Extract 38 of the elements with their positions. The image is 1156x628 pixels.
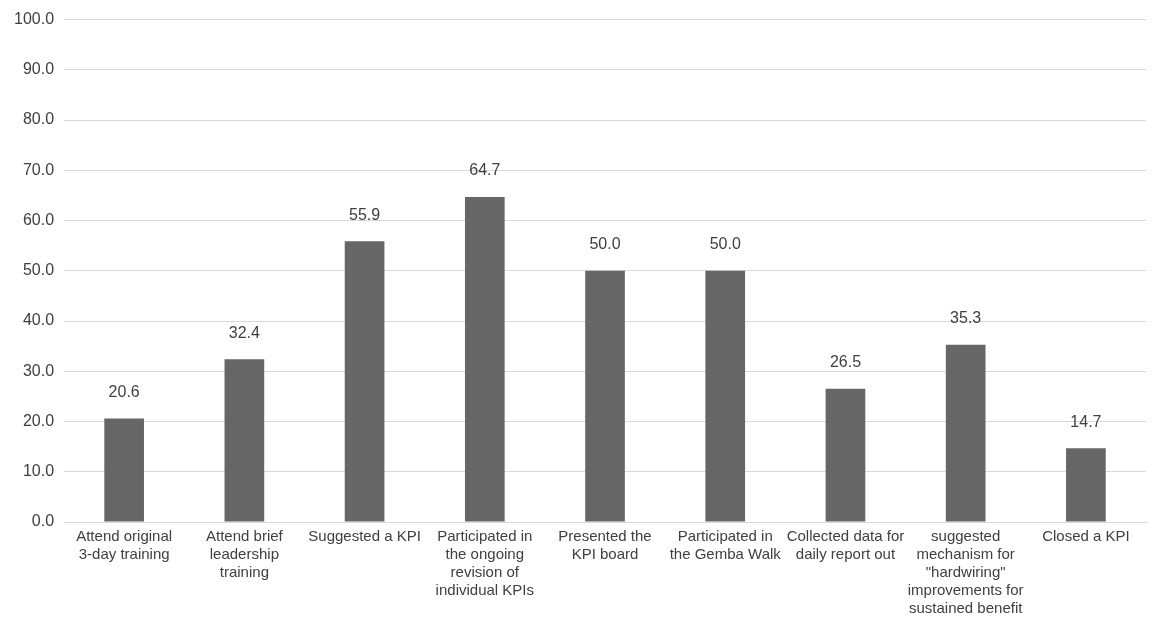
data-label: 20.6 xyxy=(108,382,140,400)
data-label: 14.7 xyxy=(1070,412,1102,430)
data-label: 50.0 xyxy=(589,235,621,253)
data-label: 64.7 xyxy=(469,161,501,179)
bar xyxy=(585,270,625,522)
x-tick-label: Closed a KPI xyxy=(1042,527,1130,545)
x-tick-label: Suggested a KPI xyxy=(308,527,421,545)
y-tick-label: 10.0 xyxy=(22,462,55,480)
y-tick-label: 70.0 xyxy=(22,160,55,178)
y-tick-label: 30.0 xyxy=(22,361,55,379)
bar xyxy=(705,270,746,522)
x-tick-label: Participated in the Gemba Walk xyxy=(669,527,782,563)
data-label: 55.9 xyxy=(349,205,381,223)
y-tick-label: 100.0 xyxy=(13,10,55,28)
x-tick-label: Presented the KPI board xyxy=(558,527,652,563)
bar xyxy=(224,359,265,522)
y-tick-label: 0.0 xyxy=(31,512,55,530)
data-label: 35.3 xyxy=(950,309,982,327)
y-tick-label: 20.0 xyxy=(22,411,55,429)
bar xyxy=(344,241,385,522)
bar xyxy=(464,196,505,522)
x-tick-label: Attend brief leadership training xyxy=(206,527,284,581)
y-tick-label: 60.0 xyxy=(22,210,55,228)
bar xyxy=(104,418,144,522)
bar xyxy=(1066,448,1106,522)
x-tick-label: Collected data for daily report out xyxy=(786,527,905,563)
data-label: 32.4 xyxy=(228,323,261,341)
y-tick-label: 50.0 xyxy=(22,261,55,279)
x-tick-label: Participated in the ongoing revision of individual KPIs xyxy=(435,527,534,599)
y-tick-label: 40.0 xyxy=(22,311,55,329)
bar xyxy=(945,344,986,522)
data-label: 26.5 xyxy=(829,353,862,371)
y-tick-label: 90.0 xyxy=(22,60,55,78)
bar xyxy=(825,388,866,522)
y-tick-label: 80.0 xyxy=(22,110,55,128)
x-tick-label: suggested mechanism for "hardwiring" improvements for sustained benefit xyxy=(907,527,1024,617)
data-label: 50.0 xyxy=(709,235,741,253)
x-tick-label: Attend original 3-day training xyxy=(76,527,173,563)
